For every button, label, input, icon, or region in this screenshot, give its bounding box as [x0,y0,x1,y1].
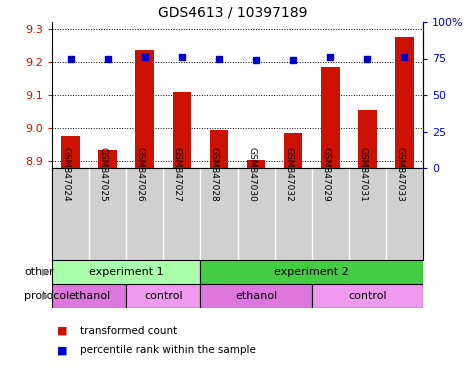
Text: transformed count: transformed count [80,326,177,336]
Text: experiment 2: experiment 2 [274,267,349,277]
Point [104,55,112,61]
Text: ▶: ▶ [42,291,50,301]
Bar [358,110,377,168]
Point [401,54,408,60]
Bar [61,136,80,168]
Bar [247,160,266,168]
Point [252,57,260,63]
Text: GSM847025: GSM847025 [99,147,108,202]
Text: experiment 1: experiment 1 [89,267,164,277]
Bar [200,284,312,308]
Point [326,54,334,60]
Bar [135,50,154,168]
Text: percentile rank within the sample: percentile rank within the sample [80,345,256,355]
Bar [395,37,414,168]
Point [215,55,223,61]
Text: GSM847029: GSM847029 [321,147,330,202]
Point [364,55,371,61]
Bar [126,284,200,308]
Bar [210,130,228,168]
Text: ethanol: ethanol [235,291,277,301]
Bar [173,92,191,168]
Text: GSM847024: GSM847024 [61,147,71,202]
Text: GSM847027: GSM847027 [173,147,182,202]
Text: GSM847030: GSM847030 [247,147,256,202]
Text: other: other [24,267,54,277]
Point [178,54,186,60]
Text: control: control [348,291,387,301]
Point [141,54,148,60]
Text: GSM847028: GSM847028 [210,147,219,202]
Bar [284,133,302,168]
Bar [321,67,339,168]
Text: ▶: ▶ [42,267,50,277]
Text: ethanol: ethanol [68,291,110,301]
Text: control: control [144,291,183,301]
Text: GSM847026: GSM847026 [136,147,145,202]
Text: GSM847032: GSM847032 [284,147,293,202]
Bar [200,260,423,284]
Bar [52,284,126,308]
Text: GSM847033: GSM847033 [395,147,405,202]
Point [67,55,74,61]
Text: ■: ■ [57,326,67,336]
Bar [312,284,423,308]
Point [289,57,297,63]
Bar [99,150,117,168]
Text: protocol: protocol [24,291,69,301]
Text: ■: ■ [57,345,67,355]
Text: GSM847031: GSM847031 [359,147,367,202]
Text: GDS4613 / 10397189: GDS4613 / 10397189 [158,5,307,19]
Bar [52,260,200,284]
